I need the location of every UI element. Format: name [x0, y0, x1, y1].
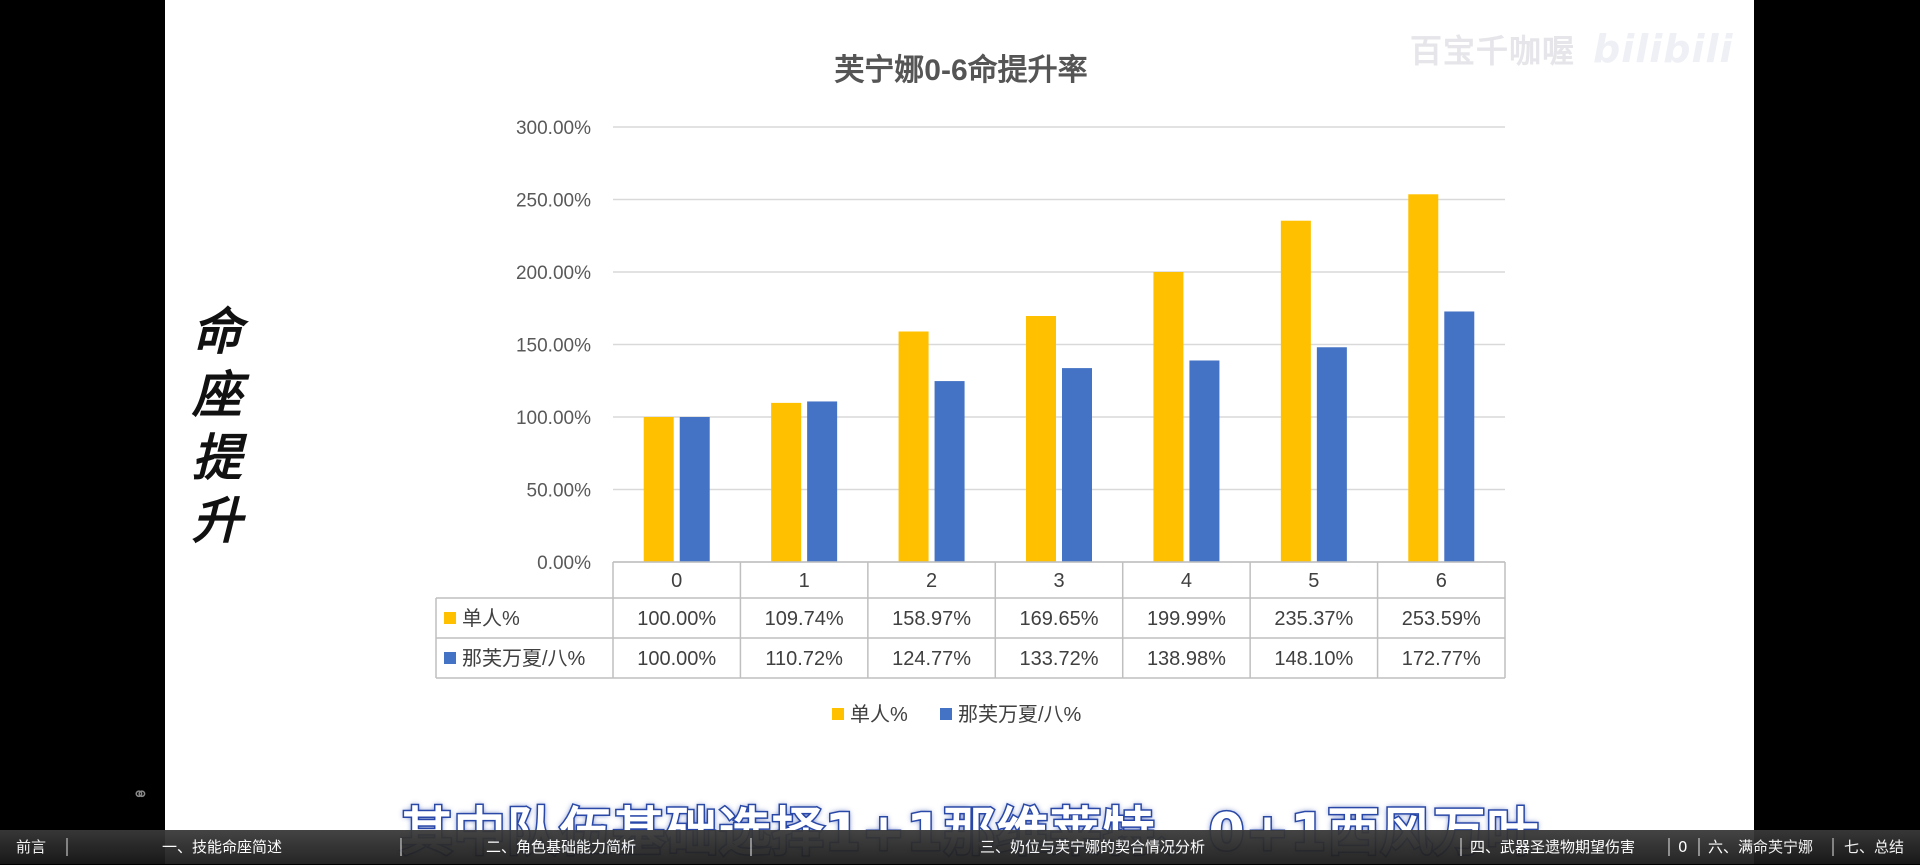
- data-label: 235.37%: [1274, 608, 1353, 630]
- viewers-icon: ⚭: [132, 782, 149, 806]
- y-tick-label: 50.00%: [527, 481, 592, 502]
- legend-key-swatch: [444, 652, 456, 664]
- side-caption-char: 座: [192, 365, 242, 424]
- watermark: 百宝千咖喔 bilibili: [1410, 26, 1734, 72]
- y-tick-label: 300.00%: [516, 118, 591, 139]
- bar-single: [1408, 194, 1439, 562]
- bar-single: [1280, 220, 1311, 562]
- bar-single: [643, 417, 674, 562]
- bar-team: [1189, 360, 1220, 562]
- legend-key-swatch: [444, 612, 456, 624]
- data-label: 199.99%: [1147, 608, 1226, 630]
- data-label: 100.00%: [637, 608, 716, 630]
- y-tick-label: 150.00%: [516, 336, 591, 357]
- side-caption-char: 提: [192, 428, 242, 487]
- chapter-marker[interactable]: 六、满命芙宁娜: [1708, 838, 1814, 856]
- chapter-marker[interactable]: 前言: [16, 838, 47, 856]
- chapter-progress-bar[interactable]: 前言 一、技能命座简述 二、角色基础能力简析 三、奶位与芙宁娜的契合情况分析 四…: [0, 830, 1920, 864]
- legend-swatch: [940, 708, 952, 720]
- bar-team: [1444, 311, 1475, 562]
- chapter-marker[interactable]: 七、总结: [1844, 838, 1905, 856]
- x-category-label: 6: [1436, 570, 1447, 592]
- bar-single: [1026, 316, 1056, 562]
- bar-single: [898, 331, 929, 562]
- data-label: 158.97%: [892, 608, 971, 630]
- side-caption: 命 座 提 升: [182, 300, 252, 552]
- data-label: 172.77%: [1402, 648, 1481, 670]
- bar-team: [1316, 347, 1347, 562]
- x-category-label: 2: [926, 570, 937, 592]
- y-tick-label: 0.00%: [537, 553, 591, 574]
- chapter-divider: [750, 838, 752, 856]
- side-caption-char: 升: [192, 491, 242, 550]
- chapter-divider: [1832, 838, 1834, 856]
- y-tick-label: 100.00%: [516, 408, 591, 429]
- watermark-text: 百宝千咖喔: [1410, 32, 1576, 70]
- legend-label: 单人%: [850, 703, 908, 726]
- bilibili-logo: bilibili: [1593, 27, 1734, 71]
- chapter-marker[interactable]: 四、武器圣遗物期望伤害: [1470, 838, 1636, 856]
- bar-single: [1153, 272, 1184, 562]
- chapter-divider: [1698, 838, 1700, 856]
- bar-team: [1062, 368, 1092, 562]
- y-tick-label: 250.00%: [516, 191, 591, 212]
- chapter-marker[interactable]: 一、技能命座简述: [162, 838, 283, 856]
- x-category-label: 3: [1053, 570, 1064, 592]
- chapter-marker[interactable]: 三、奶位与芙宁娜的契合情况分析: [980, 838, 1206, 856]
- legend-label: 那芙万夏/八%: [958, 703, 1082, 726]
- chapter-marker[interactable]: 二、角色基础能力简析: [486, 838, 637, 856]
- x-category-label: 1: [799, 570, 810, 592]
- data-label: 169.65%: [1020, 608, 1099, 630]
- bar-team: [807, 401, 838, 562]
- y-tick-label: 200.00%: [516, 263, 591, 284]
- chapter-marker[interactable]: 0: [1678, 838, 1688, 856]
- data-label: 133.72%: [1020, 648, 1099, 670]
- table-series-name: 单人%: [462, 607, 520, 630]
- chapter-divider: [66, 838, 68, 856]
- table-series-name: 那芙万夏/八%: [462, 647, 586, 670]
- x-category-label: 4: [1181, 570, 1192, 592]
- data-label: 110.72%: [765, 648, 843, 670]
- chapter-divider: [400, 838, 402, 856]
- data-label: 124.77%: [892, 648, 971, 670]
- data-label: 148.10%: [1274, 648, 1353, 670]
- x-category-label: 5: [1308, 570, 1319, 592]
- side-caption-char: 命: [192, 302, 242, 361]
- data-label: 109.74%: [765, 608, 844, 630]
- bar-team: [679, 417, 710, 562]
- bar-team: [934, 381, 965, 562]
- x-category-label: 0: [671, 570, 682, 592]
- chart-title: 芙宁娜0-6命提升率: [834, 53, 1087, 87]
- chapter-divider: [1460, 838, 1462, 856]
- bar-single: [771, 402, 802, 562]
- chapter-divider: [1668, 838, 1670, 856]
- data-label: 100.00%: [637, 648, 716, 670]
- data-label: 138.98%: [1147, 648, 1226, 670]
- legend-swatch: [832, 708, 844, 720]
- data-label: 253.59%: [1402, 608, 1481, 630]
